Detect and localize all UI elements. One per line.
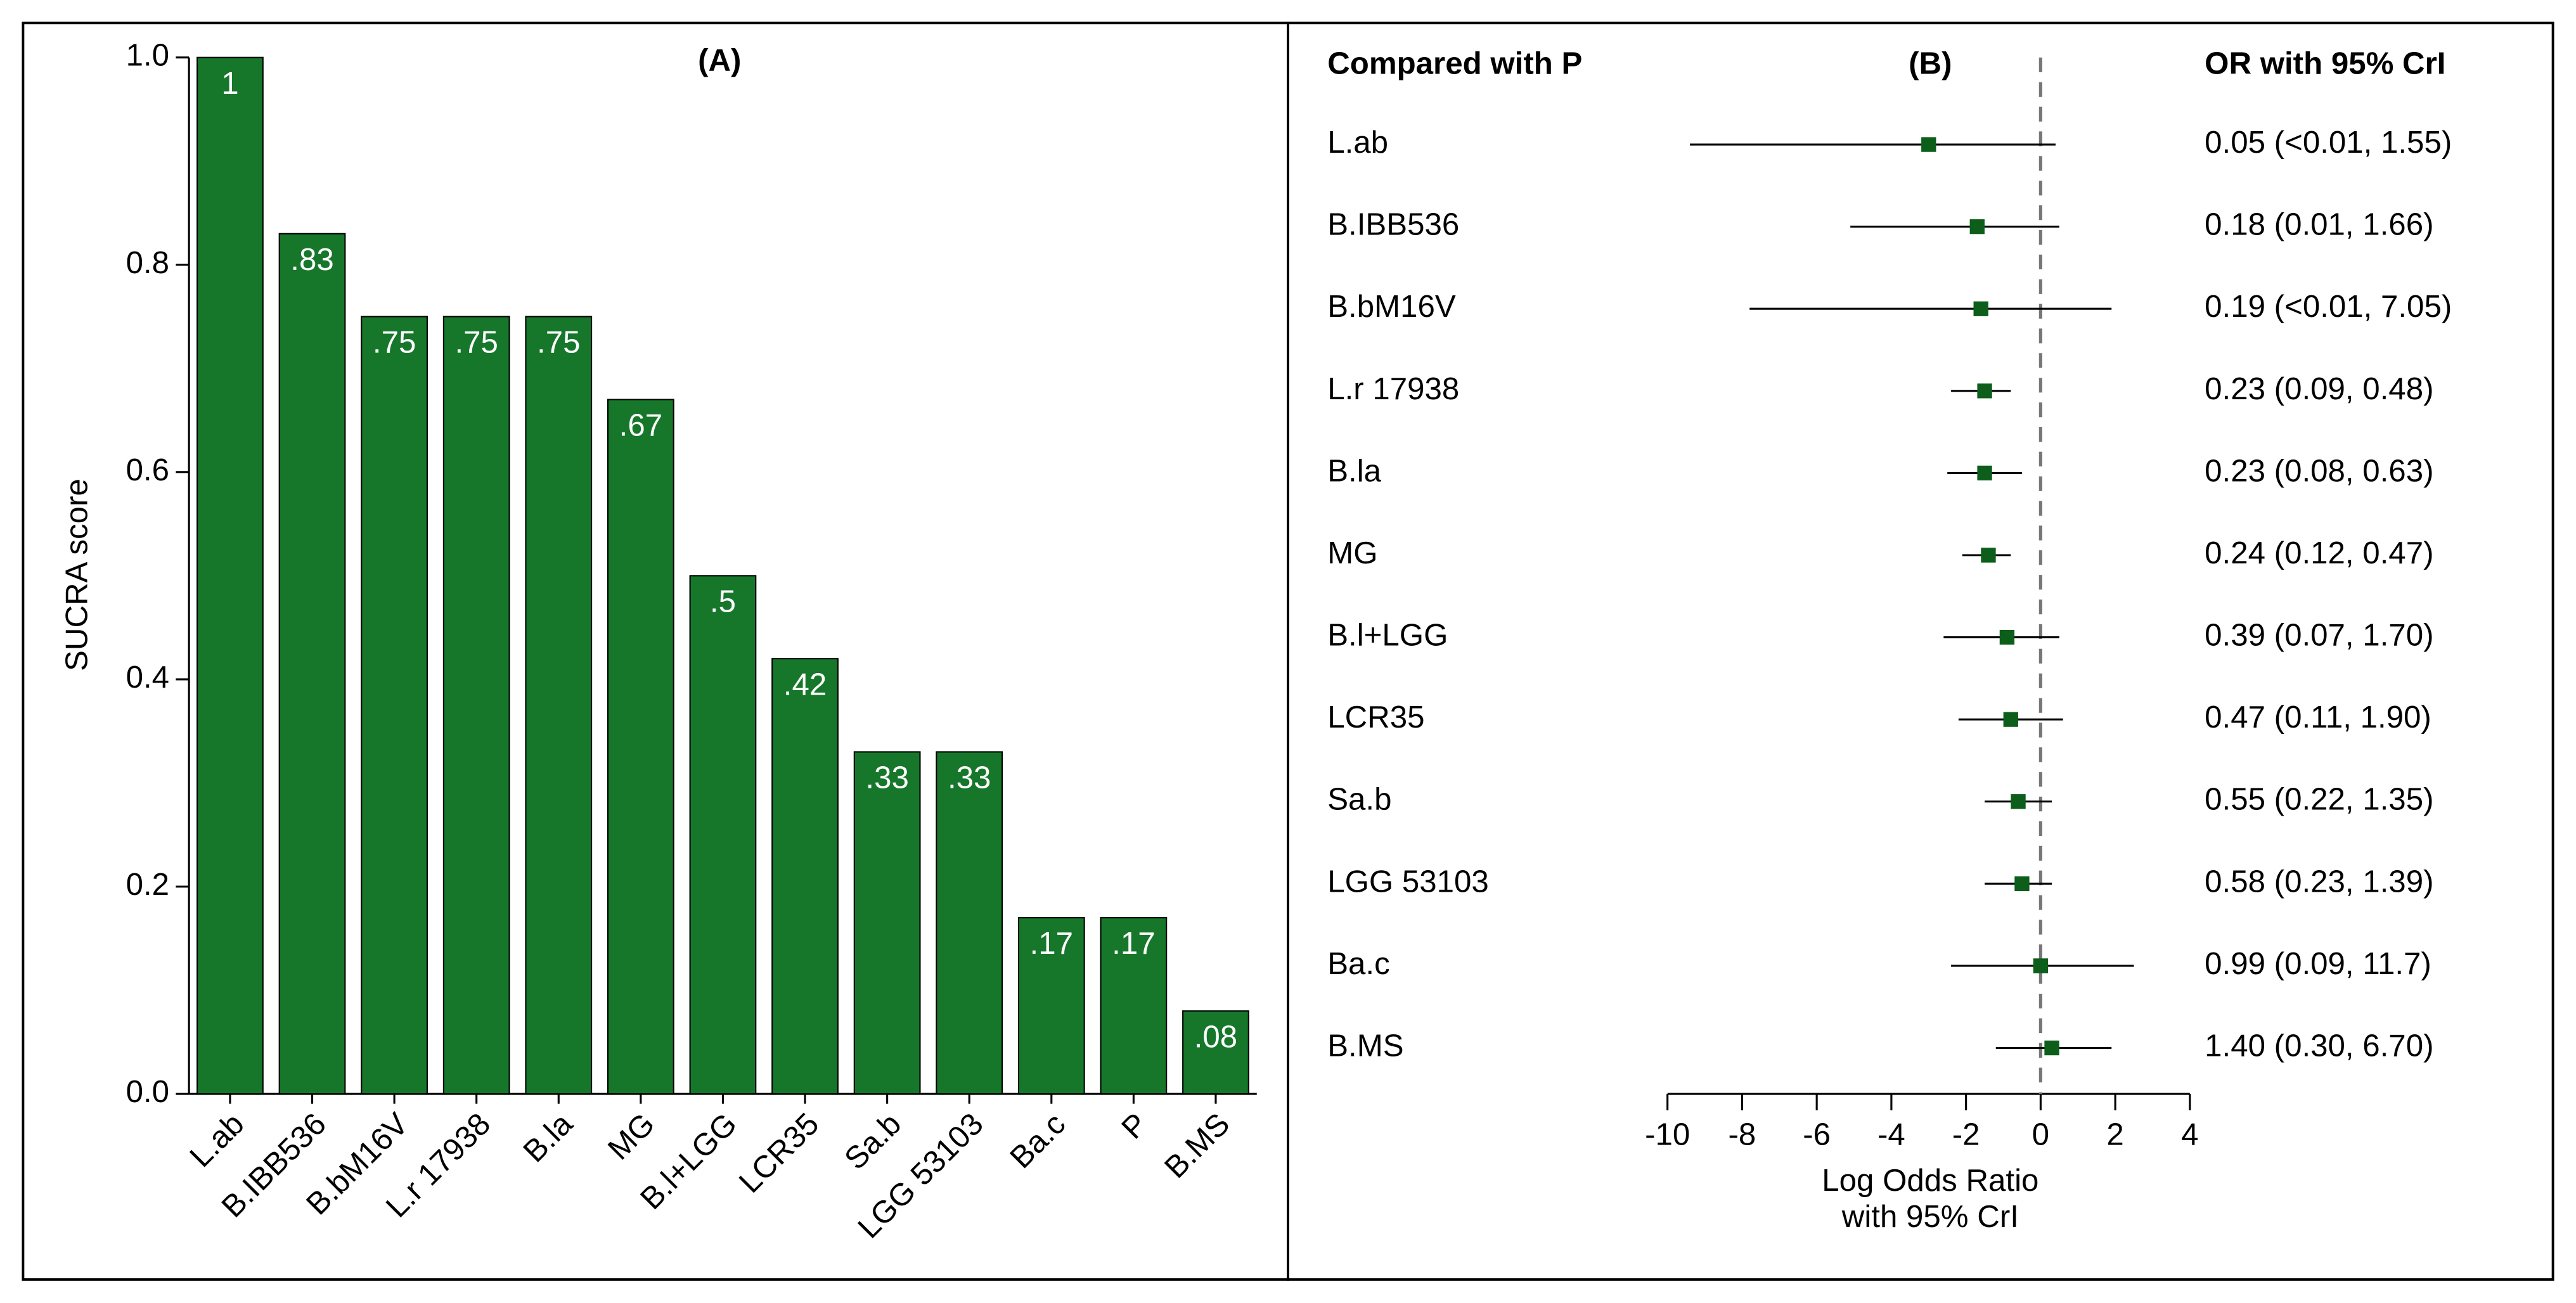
value-label: .17 [1112,926,1155,961]
column-header: OR with 95% CrI [2205,46,2445,81]
value-label: .67 [619,408,662,442]
or-label: 0.55 (0.22, 1.35) [2205,782,2433,817]
x-axis-label: with 95% CrI [1841,1199,2019,1234]
value-label: .08 [1194,1019,1237,1054]
value-label: .75 [373,325,416,360]
x-tick-label: -8 [1729,1117,1756,1152]
x-tick-label: -2 [1952,1117,1980,1152]
or-label: 0.39 (0.07, 1.70) [2205,618,2433,653]
x-tick-label: 2 [2106,1117,2123,1152]
or-label: 0.18 (0.01, 1.66) [2205,207,2433,242]
point [1981,548,1996,563]
bar [1100,917,1168,1095]
bar [361,316,428,1095]
row-label: MG [1327,536,1377,570]
value-label: .33 [948,760,991,795]
or-label: 0.99 (0.09, 11.7) [2205,946,2431,981]
or-label: 0.19 (<0.01, 7.05) [2205,289,2452,324]
point [2033,958,2049,973]
row-label: Sa.b [1327,782,1391,817]
value-label: 1 [221,66,238,101]
value-label: .17 [1030,926,1073,961]
point [2003,712,2018,727]
value-label: .5 [710,584,736,619]
point [1969,219,1985,234]
row-label: Ba.c [1327,946,1390,981]
x-tick-label: -10 [1645,1117,1690,1152]
row-label: LGG 53103 [1327,864,1489,899]
chart-title: (B) [1909,46,1952,81]
bar [1017,917,1085,1095]
bar [278,233,346,1095]
or-label: 0.23 (0.09, 0.48) [2205,371,2433,406]
y-tick-label: 1.0 [126,38,169,73]
bar [525,316,593,1095]
point [2014,876,2030,892]
bar [689,575,757,1095]
point [1977,383,1992,399]
row-label: B.IBB536 [1327,207,1459,242]
row-label: B.la [1327,453,1381,488]
value-label: .75 [454,325,498,360]
y-tick-label: 0.6 [126,453,169,487]
point [1921,137,1936,152]
row-label: L.ab [1327,125,1388,160]
value-label: .83 [290,242,333,277]
chart-title: (A) [698,42,741,77]
or-label: 0.23 (0.08, 0.63) [2205,453,2433,488]
column-header: Compared with P [1327,46,1582,81]
x-axis-label: Log Odds Ratio [1822,1163,2038,1198]
bar [853,751,921,1095]
x-tick-label: 0 [2032,1117,2049,1152]
point [1973,301,1988,316]
or-label: 0.58 (0.23, 1.39) [2205,864,2433,899]
bar [607,399,674,1095]
or-label: 0.47 (0.11, 1.90) [2205,700,2431,735]
or-label: 0.24 (0.12, 0.47) [2205,536,2433,570]
value-label: .33 [865,760,908,795]
x-tick-label: -6 [1803,1117,1831,1152]
bar [771,658,839,1095]
y-tick-label: 0.2 [126,867,169,902]
bar [196,56,264,1095]
point [2011,794,2026,809]
x-tick-label: 4 [2181,1117,2198,1152]
row-label: L.r 17938 [1327,371,1459,406]
row-label: B.bM16V [1327,289,1456,324]
y-axis-label: SUCRA score [60,478,94,671]
row-label: LCR35 [1327,700,1424,735]
panel-b-frame [1287,22,2554,1281]
bar [936,751,1003,1095]
row-label: B.l+LGG [1327,618,1448,653]
value-label: .75 [537,325,580,360]
y-tick-label: 0.0 [126,1074,169,1109]
x-tick-label: -4 [1877,1117,1905,1152]
or-label: 1.40 (0.30, 6.70) [2205,1029,2433,1063]
point [1977,465,1992,481]
value-label: .42 [783,667,827,702]
point [2044,1040,2059,1056]
y-tick-label: 0.8 [126,245,169,280]
row-label: B.MS [1327,1029,1403,1063]
or-label: 0.05 (<0.01, 1.55) [2205,125,2452,160]
bar [442,316,510,1095]
y-tick-label: 0.4 [126,660,169,695]
point [1999,629,2015,645]
